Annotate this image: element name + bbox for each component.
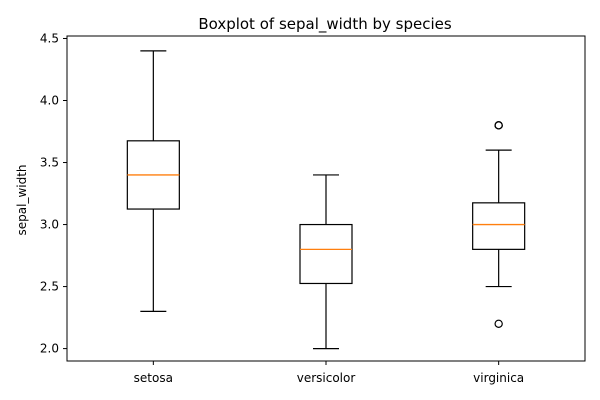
y-tick-label: 2.0 bbox=[40, 342, 59, 356]
outlier-point bbox=[494, 319, 503, 328]
plot-area: 2.0 2.5 3.0 3.5 4.0 4.5 setosa versicolor virgin… bbox=[40, 31, 526, 385]
y-tick-label: 2.5 bbox=[40, 280, 59, 294]
y-tick-label: 3.0 bbox=[40, 218, 59, 232]
outlier-point bbox=[494, 121, 503, 130]
x-tick-label: setosa bbox=[134, 371, 173, 385]
chart-title: Boxplot of sepal_width by species bbox=[198, 15, 452, 34]
y-tick-label: 3.5 bbox=[40, 156, 59, 170]
y-tick-label: 4.5 bbox=[40, 31, 59, 45]
x-tick-label: virginica bbox=[473, 371, 524, 385]
y-tick-label: 4.0 bbox=[40, 94, 59, 108]
x-tick-label: versicolor bbox=[297, 371, 356, 385]
box-virginica bbox=[472, 202, 526, 250]
box-versicolor bbox=[299, 223, 353, 285]
plot-frame bbox=[66, 35, 586, 362]
y-axis-label: sepal_width bbox=[15, 164, 29, 235]
